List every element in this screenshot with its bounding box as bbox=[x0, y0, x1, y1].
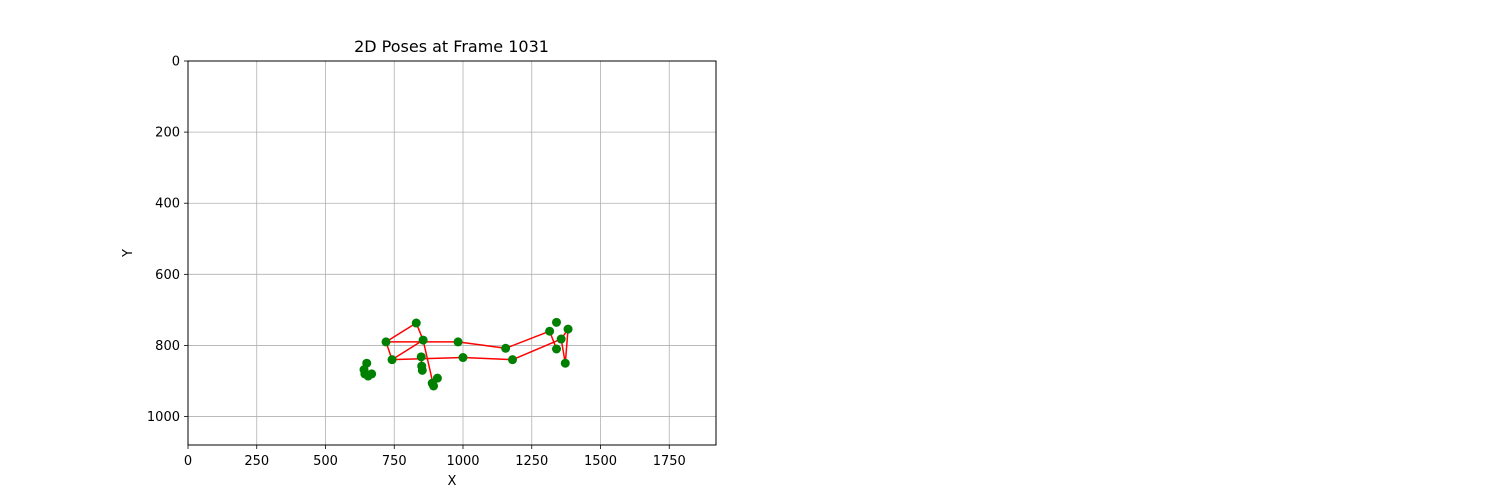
plot-frame bbox=[187, 60, 717, 446]
pose-keypoint bbox=[381, 337, 391, 347]
pose-keypoint bbox=[556, 334, 566, 344]
pose-segment bbox=[457, 341, 506, 350]
pose-keypoint bbox=[387, 355, 397, 365]
y-tick-label: 400 bbox=[155, 197, 180, 212]
pose-keypoint bbox=[418, 335, 428, 345]
pose-keypoint bbox=[545, 326, 555, 336]
y-tick-label: 0 bbox=[172, 55, 180, 70]
pose-keypoint bbox=[458, 353, 468, 363]
pose-keypoint bbox=[367, 369, 377, 379]
pose-keypoint bbox=[411, 318, 421, 328]
pose-keypoint bbox=[417, 365, 427, 375]
pose-keypoint bbox=[560, 358, 570, 368]
pose-keypoint bbox=[552, 344, 561, 354]
pose-keypoint bbox=[552, 317, 561, 327]
pose-keypoint bbox=[432, 373, 442, 383]
pose-segment bbox=[512, 338, 562, 361]
x-axis-ticks: 0 250 500 750 1000 1250 1500 1750 bbox=[184, 445, 686, 469]
y-tick-label: 200 bbox=[155, 126, 180, 141]
pose-segment bbox=[462, 356, 513, 361]
pose-keypoint bbox=[453, 337, 463, 347]
y-tick-label: 1000 bbox=[147, 410, 180, 425]
x-tick-label: 750 bbox=[382, 454, 407, 469]
y-axis-ticks: 0 200 400 600 800 1000 bbox=[147, 55, 188, 425]
x-tick-label: 250 bbox=[244, 454, 269, 469]
chart-title: 2D Poses at Frame 1031 bbox=[354, 37, 549, 56]
y-tick-label: 800 bbox=[155, 339, 180, 354]
pose-keypoint bbox=[501, 343, 511, 353]
pose-keypoint bbox=[429, 381, 439, 391]
y-tick-label: 600 bbox=[155, 268, 180, 283]
x-tick-label: 500 bbox=[313, 454, 338, 469]
y-axis-label: Y bbox=[121, 249, 136, 258]
pose-keypoints bbox=[359, 317, 573, 391]
x-axis-label: X bbox=[448, 474, 457, 489]
x-tick-label: 1750 bbox=[653, 454, 686, 469]
pose-segment bbox=[422, 339, 435, 387]
pose-keypoint bbox=[416, 352, 426, 362]
pose-keypoint bbox=[563, 324, 573, 334]
pose-keypoint bbox=[508, 355, 517, 365]
grid-lines bbox=[187, 60, 716, 445]
pose-segment bbox=[385, 322, 417, 343]
x-tick-label: 1250 bbox=[515, 454, 548, 469]
x-tick-label: 0 bbox=[184, 454, 192, 469]
pose-segment bbox=[564, 329, 569, 364]
pose-segment bbox=[391, 339, 424, 361]
x-tick-label: 1000 bbox=[446, 454, 479, 469]
pose-segment bbox=[505, 330, 550, 349]
x-tick-label: 1500 bbox=[584, 454, 617, 469]
